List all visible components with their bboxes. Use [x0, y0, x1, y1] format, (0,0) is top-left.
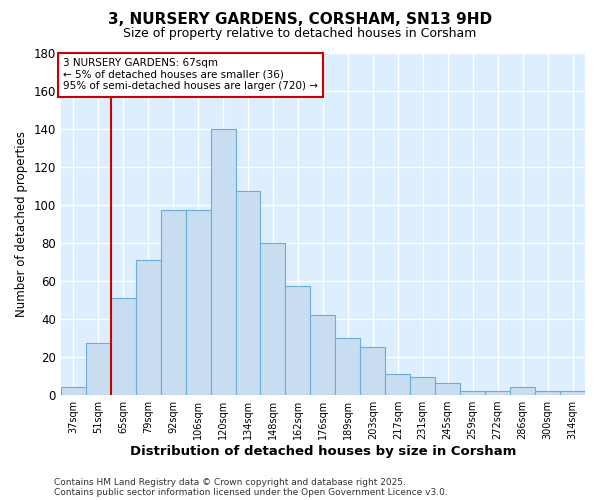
Bar: [560, 391, 585, 394]
Text: 3, NURSERY GARDENS, CORSHAM, SN13 9HD: 3, NURSERY GARDENS, CORSHAM, SN13 9HD: [108, 12, 492, 28]
Bar: [111, 298, 136, 394]
Bar: [361, 347, 385, 395]
Text: Contains HM Land Registry data © Crown copyright and database right 2025.: Contains HM Land Registry data © Crown c…: [54, 478, 406, 487]
Bar: [136, 260, 161, 394]
Bar: [410, 378, 435, 394]
Bar: [485, 391, 510, 394]
X-axis label: Distribution of detached houses by size in Corsham: Distribution of detached houses by size …: [130, 444, 516, 458]
Bar: [211, 128, 236, 394]
Bar: [185, 210, 211, 394]
Text: Contains public sector information licensed under the Open Government Licence v3: Contains public sector information licen…: [54, 488, 448, 497]
Bar: [61, 387, 86, 394]
Text: Size of property relative to detached houses in Corsham: Size of property relative to detached ho…: [124, 28, 476, 40]
Bar: [460, 391, 485, 394]
Bar: [286, 286, 310, 395]
Bar: [161, 210, 185, 394]
Y-axis label: Number of detached properties: Number of detached properties: [15, 130, 28, 316]
Bar: [535, 391, 560, 394]
Text: 3 NURSERY GARDENS: 67sqm
← 5% of detached houses are smaller (36)
95% of semi-de: 3 NURSERY GARDENS: 67sqm ← 5% of detache…: [63, 58, 318, 92]
Bar: [86, 344, 111, 394]
Bar: [385, 374, 410, 394]
Bar: [435, 383, 460, 394]
Bar: [510, 387, 535, 394]
Bar: [260, 242, 286, 394]
Bar: [335, 338, 361, 394]
Bar: [236, 191, 260, 394]
Bar: [310, 315, 335, 394]
